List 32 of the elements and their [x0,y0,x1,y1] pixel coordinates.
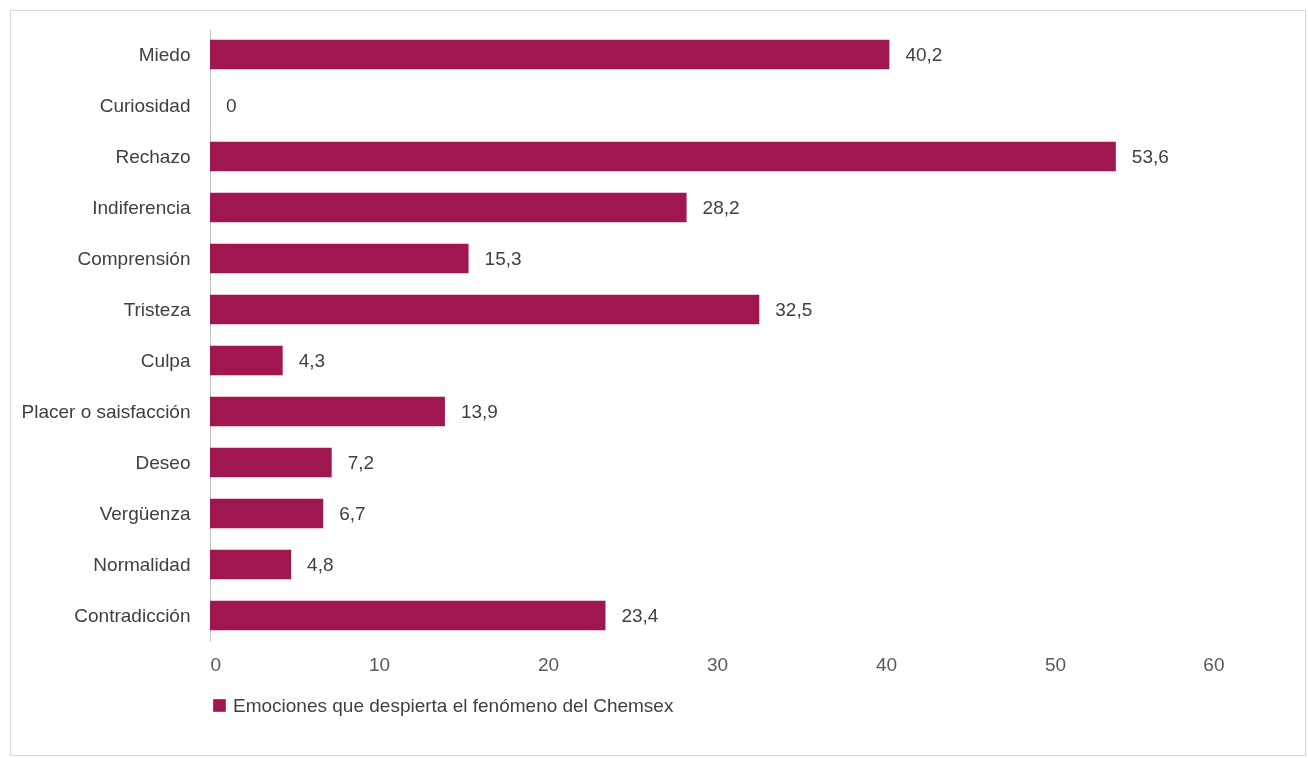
data-label: 4,8 [307,553,334,575]
data-label: 7,2 [347,451,375,473]
y-tick-label: Miedo [138,43,191,65]
y-tick-label: Tristeza [123,298,191,320]
legend-label: Emociones que despierta el fenómeno del Chemsex [233,694,674,716]
data-label: 32,5 [775,298,813,320]
data-label: 23,4 [621,604,659,626]
data-label: 28,2 [702,196,740,218]
data-label: 53,6 [1131,145,1169,167]
data-label: 6,7 [339,502,366,524]
x-tick-label: 30 [706,653,729,675]
x-tick-label: 50 [1044,653,1067,675]
data-label: 13,9 [460,400,498,422]
x-tick-label: 0 [210,653,222,675]
y-tick-label: Normalidad [93,553,191,575]
y-tick-label: Curiosidad [99,94,191,116]
x-tick-label: 60 [1203,653,1225,675]
y-tick-label: Rechazo [115,145,191,167]
y-tick-label: Placer o saisfacción [21,400,191,422]
data-label: 0 [226,94,237,116]
y-tick-label: Comprensión [77,247,191,269]
y-tick-label: Contradicción [74,604,191,626]
x-tick-label: 10 [368,653,391,675]
data-label: 15,3 [484,247,522,269]
x-tick-label: 40 [875,653,898,675]
x-tick-label: 20 [537,653,560,675]
data-label: 4,3 [298,349,326,371]
y-tick-label: Culpa [140,349,191,371]
data-label: 40,2 [905,43,943,65]
y-tick-label: Vergüenza [99,502,191,524]
y-tick-label: Indiferencia [92,196,191,218]
y-tick-label: Deseo [135,451,191,473]
